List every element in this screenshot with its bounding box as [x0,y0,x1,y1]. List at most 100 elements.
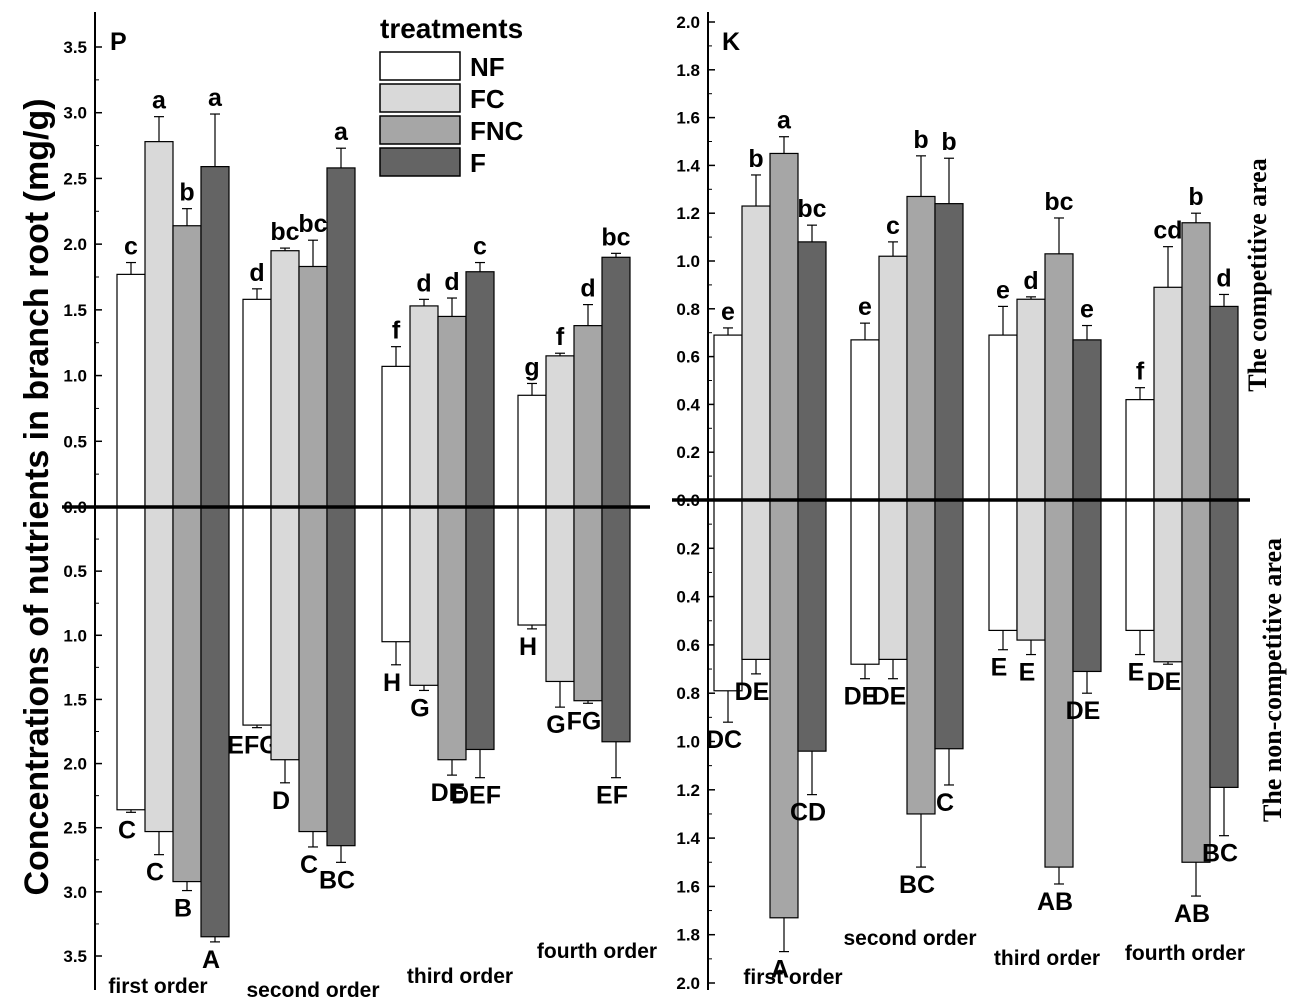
sig-label-up: bc [1044,188,1073,216]
bar-down [1125,499,1155,632]
bar-down [1016,499,1046,641]
noncompetitive-area-label: The non-competitive area [1258,538,1287,822]
y-tick-label: 1.0 [63,367,87,386]
sig-label-up: d [1023,267,1038,295]
bar-up [1072,339,1102,501]
bar-up [741,205,771,501]
panel-label: P [110,28,127,56]
category-label: third order [407,965,513,988]
sig-label-down: C [146,859,164,887]
sig-label-down: E [991,654,1008,682]
sig-label-up: b [179,179,194,207]
bar-down [1209,499,1239,788]
category-label: fourth order [537,940,657,963]
sig-label-down: E [1019,659,1036,687]
sig-label-down: DE [872,683,907,711]
y-tick-label: 1.8 [676,926,700,945]
sig-label-up: bc [601,223,630,251]
bar-up [850,339,880,501]
y-tick-label: 1.4 [676,829,700,848]
bar-up [1153,286,1183,501]
bar-down [409,506,439,686]
y-tick-label: 0.6 [676,348,700,367]
sig-label-down: BC [1202,840,1238,868]
sig-label-down: H [519,633,537,661]
bar-up [601,256,631,508]
bar-down [878,499,908,660]
y-tick-label: 3.5 [63,38,87,57]
sig-label-up: bc [797,195,826,223]
y-tick-label: 0.2 [676,443,700,462]
y-tick-label: 0.4 [676,395,700,414]
bar-up [270,250,300,508]
legend-label-nf: NF [470,52,505,82]
bar-down [1044,499,1074,868]
sig-label-up: d [416,269,431,297]
panel-label: K [722,28,740,56]
legend-label-fnc: FNC [470,116,524,146]
y-tick-label: 1.2 [676,204,700,223]
y-tick-label: 2.5 [63,819,87,838]
sig-label-down: G [546,711,565,739]
y-tick-label: 0.8 [676,300,700,319]
bar-up [326,167,356,508]
sig-label-down: EF [596,782,628,810]
category-label: third order [994,947,1100,970]
bar-down [573,506,603,702]
bar-down [797,499,827,752]
sig-label-up: e [996,276,1010,304]
bar-up [172,225,202,508]
bar-down [1153,499,1183,663]
bar-down [1072,499,1102,673]
bar-down [144,506,174,833]
sig-label-up: c [124,233,138,261]
sig-label-up: d [580,275,595,303]
sig-label-down: C [300,851,318,879]
sig-label-down: G [410,694,429,722]
category-label: second order [246,979,379,997]
sig-label-down: DC [706,726,742,754]
bar-up [1044,253,1074,501]
y-tick-label: 3.0 [63,883,87,902]
competitive-area-label: The competitive area [1243,158,1272,391]
bar-up [713,334,743,501]
y-tick-label: 2.5 [63,169,87,188]
bar-up [906,195,936,501]
bar-down [906,499,936,815]
y-axis-label: Concentrations of nutrients in branch ro… [18,98,56,895]
sig-label-up: cd [1153,217,1182,245]
sig-label-down: BC [899,871,935,899]
bar-down [545,506,575,683]
y-tick-label: 0.6 [676,636,700,655]
sig-label-up: d [1216,264,1231,292]
bar-up [1209,305,1239,501]
sig-label-up: b [748,145,763,173]
sig-label-down: H [383,669,401,697]
bar-up [381,365,411,508]
y-tick-label: 1.5 [63,690,87,709]
legend-title: treatments [380,13,523,44]
sig-label-down: DE [844,683,879,711]
sig-label-down: DEF [451,782,501,810]
category-label: first order [743,966,842,989]
bar-up [437,315,467,508]
bar-up [934,203,964,501]
panel-p: P0.00.51.01.52.02.53.03.50.51.01.52.02.5… [62,12,657,997]
y-tick-label: 2.0 [676,13,700,32]
sig-label-down: DE [1147,668,1182,696]
legend-label-f: F [470,148,486,178]
bar-up [769,152,799,501]
y-tick-label: 1.8 [676,61,700,80]
bar-up [144,141,174,508]
bar-down [1181,499,1211,863]
sig-label-down: A [771,956,789,984]
sig-label-up: d [444,268,459,296]
bar-up [465,271,495,508]
sig-label-up: b [1188,183,1203,211]
sig-label-up: a [208,84,223,112]
bar-up [797,241,827,501]
bar-up [298,265,328,508]
y-tick-label: 2.0 [63,755,87,774]
y-tick-label: 2.0 [676,974,700,993]
